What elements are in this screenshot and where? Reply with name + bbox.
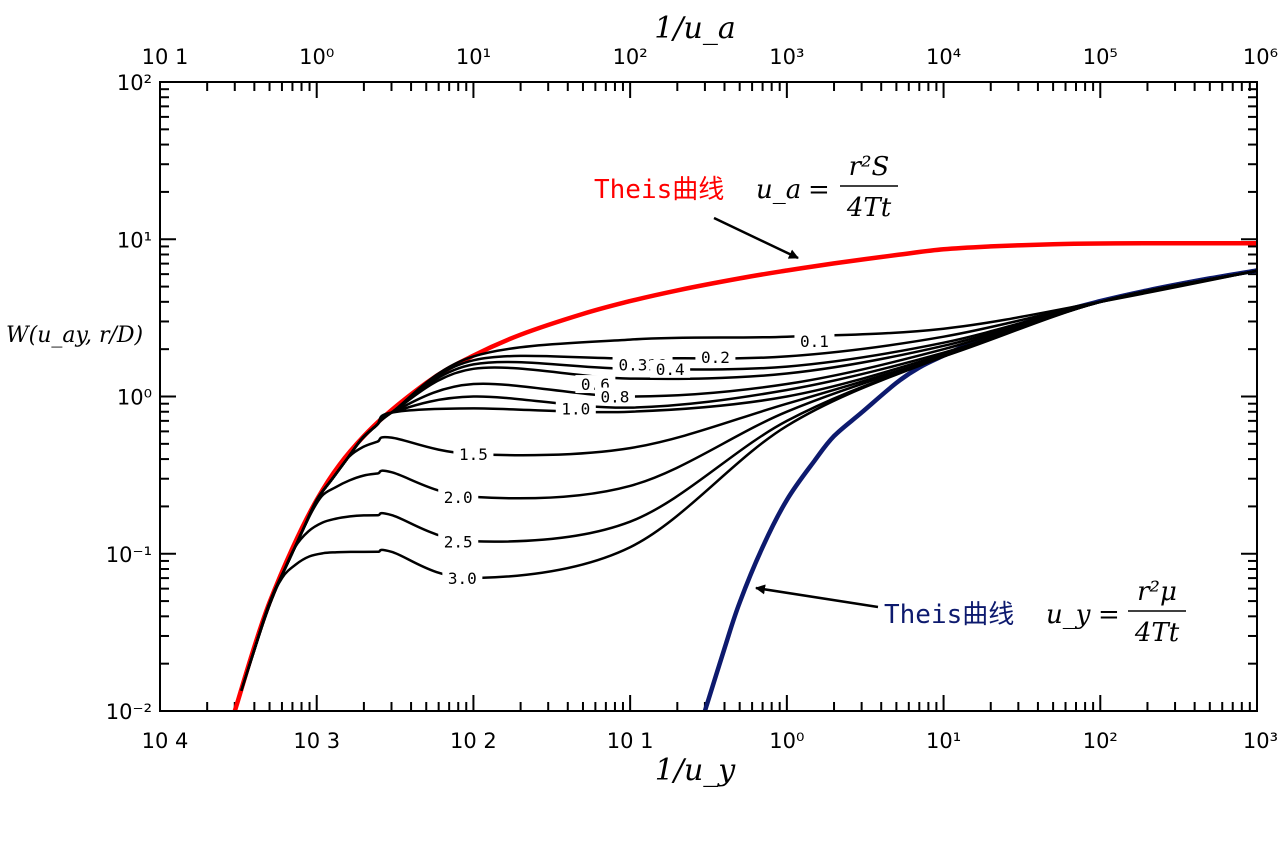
curve-label-0.4: 0.4	[656, 360, 685, 379]
leaky-curve-3.0	[253, 269, 1258, 649]
curve-label-3.0: 3.0	[448, 569, 477, 588]
bottom-axis-tick-label: 10 1	[607, 729, 654, 753]
annotation-theis-ua-lhs: u_a	[756, 175, 801, 205]
top-axis-tick-label: 10⁵	[1083, 45, 1118, 69]
annotation-theis-uy-denominator: 4Tt	[1134, 618, 1180, 648]
curve-label-2.0: 2.0	[444, 488, 473, 507]
bottom-axis-tick-label: 10⁰	[769, 729, 804, 753]
axis-ticks	[159, 81, 1258, 712]
left-axis-tick-label: 10⁻²	[106, 700, 152, 724]
tick-labels: 10 4 10 3 10 2 10 1 10⁰ 10¹ 10² 10³ 10 1 10⁰ 10¹ 10…	[106, 45, 1278, 753]
curve-label-bg	[594, 387, 635, 406]
bottom-axis-tick-label: 10³	[1243, 729, 1278, 753]
theis-ua-curve	[232, 241, 1257, 712]
left-axis-tick-label: 10⁰	[117, 386, 152, 410]
curve-label-2.5: 2.5	[444, 532, 473, 551]
curve-label-bg	[555, 399, 596, 418]
left-axis-tick-label: 10²	[117, 71, 152, 95]
annotation-theis-ua-label: Theis曲线	[594, 175, 724, 205]
annotation-theis-uy-equals: =	[1098, 600, 1120, 630]
annotation-theis-uy-numerator: r²μ	[1137, 577, 1177, 607]
curve-label-bg	[695, 347, 736, 366]
bottom-axis-title: 1/u_y	[655, 753, 737, 788]
annotation-theis-uy-arrow	[755, 584, 879, 609]
bottom-axis-tick-label: 10 2	[450, 729, 497, 753]
top-axis-tick-label: 10³	[769, 45, 804, 69]
top-axis-tick-label: 10⁶	[1243, 45, 1278, 69]
leaky-curve-2.5	[252, 269, 1258, 654]
y-axis-title: W(u_ay, r/D)	[6, 323, 143, 348]
top-axis-tick-label: 10¹	[456, 45, 491, 69]
top-axis-title: 1/u_a	[654, 11, 735, 46]
annotation-theis-ua-equals: =	[808, 175, 830, 205]
annotation-theis-ua: Theis曲线 u_a = r²S 4Tt	[594, 152, 898, 260]
curve-label-0.2: 0.2	[701, 348, 730, 367]
left-axis-tick-label: 10¹	[117, 228, 152, 252]
curve-label-0.1: 0.1	[800, 332, 829, 351]
bottom-axis-tick-label: 10 4	[142, 729, 189, 753]
curve-label-bg	[438, 532, 479, 551]
curve-label-bg	[438, 487, 479, 506]
bottom-axis-tick-label: 10¹	[926, 729, 961, 753]
curve-label-1.0: 1.0	[561, 399, 590, 418]
curve-label-bg	[794, 332, 835, 351]
annotation-theis-ua-arrow	[713, 216, 799, 260]
top-axis-tick-label: 10⁰	[299, 45, 334, 69]
curve-label-1.5: 1.5	[459, 445, 488, 464]
bottom-axis-tick-label: 10 3	[293, 729, 340, 753]
top-axis-tick-label: 10²	[613, 45, 648, 69]
top-axis-tick-label: 10 1	[142, 45, 189, 69]
annotation-theis-ua-numerator: r²S	[849, 152, 890, 182]
top-axis-tick-label: 10⁴	[926, 45, 961, 69]
plot-frame	[159, 81, 1258, 712]
bottom-axis-tick-label: 10²	[1083, 729, 1118, 753]
curve-label-bg	[442, 569, 483, 588]
annotation-theis-uy-label: Theis曲线	[884, 600, 1014, 630]
left-axis-tick-label: 10⁻¹	[106, 543, 152, 567]
annotation-theis-uy: Theis曲线 u_y = r²μ 4Tt	[755, 577, 1186, 648]
annotation-theis-uy-lhs: u_y	[1046, 600, 1091, 630]
curve-label-bg	[453, 445, 494, 464]
curve-label-bg	[650, 359, 691, 378]
series-layer	[232, 241, 1258, 712]
annotation-theis-ua-denominator: 4Tt	[846, 193, 892, 223]
curve-label-0.8: 0.8	[601, 388, 630, 407]
